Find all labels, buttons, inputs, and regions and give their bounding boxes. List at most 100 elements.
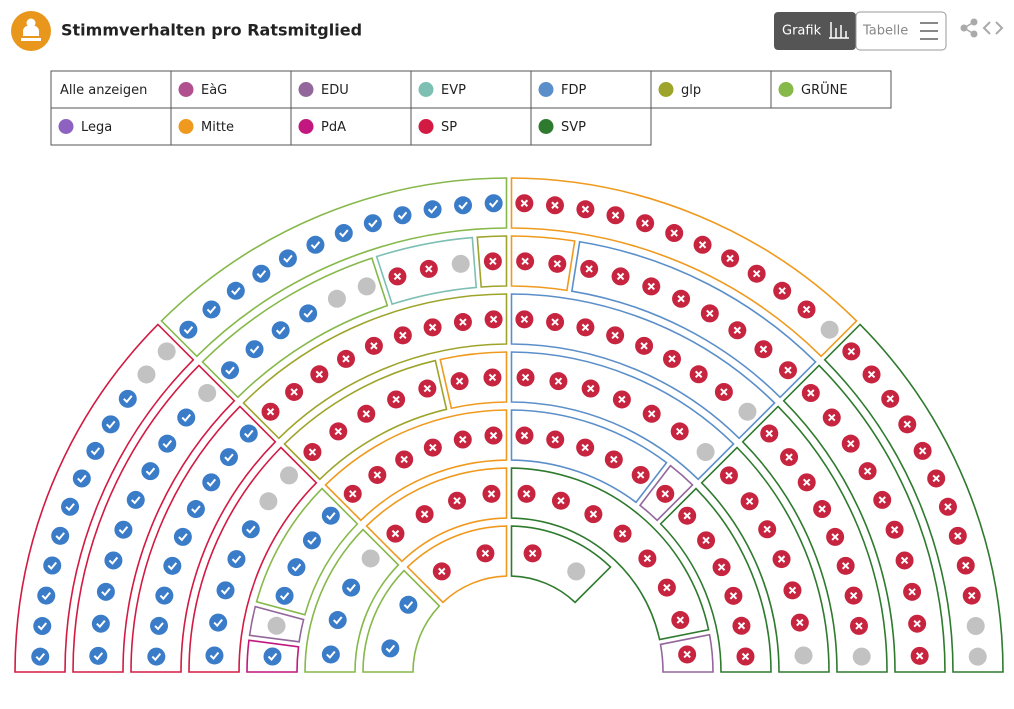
vote-icon	[162, 440, 173, 449]
grafik-button[interactable]	[774, 12, 856, 50]
vote-icon	[647, 282, 655, 291]
seat	[37, 586, 56, 605]
vote-icon	[720, 388, 728, 396]
legend-label[interactable]: FDP	[561, 83, 586, 98]
seat	[209, 613, 228, 632]
vote-icon	[551, 318, 559, 326]
legend-label[interactable]: glp	[681, 83, 701, 98]
vote-icon	[788, 586, 797, 595]
share-icon[interactable]	[960, 18, 978, 38]
vote-icon	[803, 478, 811, 487]
party-block	[510, 467, 710, 641]
seat	[328, 611, 347, 630]
vote-icon	[55, 532, 65, 541]
embed-icon[interactable]	[982, 21, 1004, 35]
legend-swatch[interactable]	[538, 82, 554, 97]
vote-icon	[676, 427, 684, 436]
legend-swatch[interactable]	[298, 82, 314, 97]
vote-icon	[962, 561, 970, 570]
legend-label[interactable]: Alle anzeigen	[60, 83, 147, 98]
legend-swatch[interactable]	[178, 119, 194, 134]
legend-swatch[interactable]	[58, 119, 74, 134]
tabelle-button-label[interactable]: Tabelle	[862, 24, 908, 39]
seat	[186, 500, 205, 519]
legend-label[interactable]: PdA	[321, 120, 346, 135]
vote-icon	[342, 355, 350, 363]
vote-icon	[618, 395, 626, 404]
vote-icon	[670, 229, 678, 237]
vote-icon	[310, 241, 321, 250]
vote-icon	[777, 555, 786, 563]
vote-icon	[663, 583, 671, 592]
vote-icon	[159, 591, 170, 601]
vote-icon	[438, 567, 446, 576]
vote-icon	[77, 474, 87, 483]
vote-icon	[453, 497, 461, 505]
legend-swatch[interactable]	[418, 82, 434, 97]
legend-swatch[interactable]	[418, 119, 434, 134]
vote-icon	[640, 342, 648, 350]
vote-icon	[123, 395, 133, 404]
vote-icon	[867, 370, 876, 379]
grafik-button-label[interactable]: Grafik	[782, 24, 822, 39]
vote-icon	[521, 373, 530, 382]
vote-icon	[385, 644, 396, 653]
legend-label[interactable]: EàG	[201, 83, 227, 98]
seat	[205, 646, 224, 665]
vote-icon	[677, 295, 685, 303]
vote-icon	[266, 408, 275, 416]
vote-icon	[362, 410, 371, 418]
seat	[241, 520, 260, 539]
seat	[302, 531, 321, 550]
vote-icon	[231, 555, 242, 564]
tabelle-button[interactable]	[855, 11, 947, 51]
vote-icon	[183, 326, 194, 335]
vote-icon	[698, 241, 707, 249]
party-block	[823, 323, 1004, 673]
vote-icon	[393, 272, 402, 281]
vote-icon	[339, 229, 349, 238]
party-block	[741, 405, 888, 673]
vote-icon	[427, 205, 438, 214]
legend-swatch[interactable]	[778, 82, 794, 97]
seat	[202, 300, 221, 319]
legend-label[interactable]: Lega	[81, 120, 112, 135]
seat	[245, 340, 264, 359]
vote-icon	[765, 429, 773, 438]
legend-label[interactable]: SP	[441, 120, 457, 135]
legend-label[interactable]: SVP	[561, 120, 586, 135]
vote-icon	[611, 211, 620, 219]
vote-icon	[528, 549, 537, 558]
vote-icon	[785, 453, 793, 461]
vote-icon	[489, 315, 498, 324]
legend-swatch[interactable]	[538, 119, 554, 134]
legend-cell[interactable]	[50, 70, 172, 109]
seat	[141, 462, 160, 481]
vote-icon	[167, 562, 178, 571]
seat	[280, 466, 299, 485]
legend-label[interactable]: EDU	[321, 83, 349, 98]
legend-swatch[interactable]	[178, 82, 194, 97]
legend-label[interactable]: Mitte	[201, 120, 234, 135]
seat	[342, 578, 361, 597]
legend-label[interactable]: GRÜNE	[801, 81, 848, 98]
vote-icon	[683, 512, 691, 520]
vote-icon	[307, 536, 317, 545]
seat	[219, 448, 238, 467]
vote-icon	[423, 384, 432, 393]
vote-icon	[267, 652, 278, 661]
seat	[263, 647, 282, 666]
seat	[43, 556, 62, 575]
vote-icon	[41, 591, 52, 601]
vote-icon	[807, 389, 815, 397]
legend-cell[interactable]	[290, 107, 412, 146]
legend-swatch[interactable]	[298, 119, 314, 134]
vote-icon	[206, 478, 217, 487]
legend-swatch[interactable]	[658, 82, 674, 97]
seat	[91, 614, 110, 633]
vote-icon	[96, 620, 106, 629]
legend-label[interactable]: EVP	[441, 83, 466, 98]
vote-icon	[918, 447, 927, 455]
seat	[306, 235, 325, 254]
seat	[114, 520, 133, 539]
